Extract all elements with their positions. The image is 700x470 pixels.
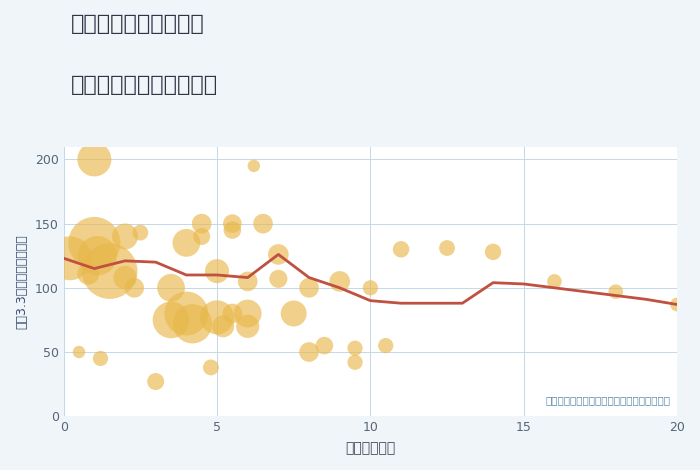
Text: 円の大きさは、取引のあった物件面積を示す: 円の大きさは、取引のあった物件面積を示す	[546, 395, 671, 406]
Point	[227, 310, 238, 317]
Point	[487, 248, 498, 256]
Point	[205, 364, 216, 371]
Point	[227, 226, 238, 234]
Point	[92, 252, 103, 259]
Point	[380, 342, 391, 349]
Point	[395, 245, 407, 253]
Point	[273, 251, 284, 258]
Point	[89, 156, 100, 163]
Point	[610, 288, 622, 296]
Point	[334, 278, 345, 285]
Point	[89, 239, 100, 247]
Point	[218, 322, 229, 330]
Point	[318, 342, 330, 349]
Point	[258, 220, 269, 227]
Point	[181, 239, 192, 247]
Point	[349, 359, 360, 366]
Point	[442, 244, 453, 252]
Point	[671, 301, 682, 308]
Point	[129, 284, 140, 291]
Point	[150, 378, 161, 385]
Point	[549, 278, 560, 285]
Point	[288, 310, 300, 317]
Point	[211, 267, 223, 275]
Point	[242, 322, 253, 330]
Point	[95, 355, 106, 362]
Point	[211, 313, 223, 321]
Point	[187, 320, 198, 328]
Point	[74, 348, 85, 356]
Point	[83, 270, 94, 277]
Point	[248, 162, 260, 170]
Point	[104, 267, 116, 275]
Point	[273, 275, 284, 282]
Point	[165, 316, 176, 324]
Point	[120, 233, 131, 240]
X-axis label: 駅距離（分）: 駅距離（分）	[345, 441, 396, 455]
Point	[242, 310, 253, 317]
Point	[303, 284, 314, 291]
Point	[242, 278, 253, 285]
Point	[165, 284, 176, 291]
Text: 兵庫県宝塚市雲雀丘の: 兵庫県宝塚市雲雀丘の	[71, 14, 204, 34]
Point	[181, 310, 192, 317]
Point	[135, 229, 146, 236]
Point	[349, 345, 360, 352]
Point	[303, 348, 314, 356]
Point	[64, 255, 76, 262]
Point	[227, 220, 238, 227]
Point	[196, 233, 207, 240]
Point	[365, 284, 376, 291]
Point	[120, 274, 131, 282]
Text: 駅距離別中古戸建て価格: 駅距離別中古戸建て価格	[71, 75, 218, 95]
Y-axis label: 坪（3.3㎡）単価（万円）: 坪（3.3㎡）単価（万円）	[15, 234, 28, 329]
Point	[196, 220, 207, 227]
